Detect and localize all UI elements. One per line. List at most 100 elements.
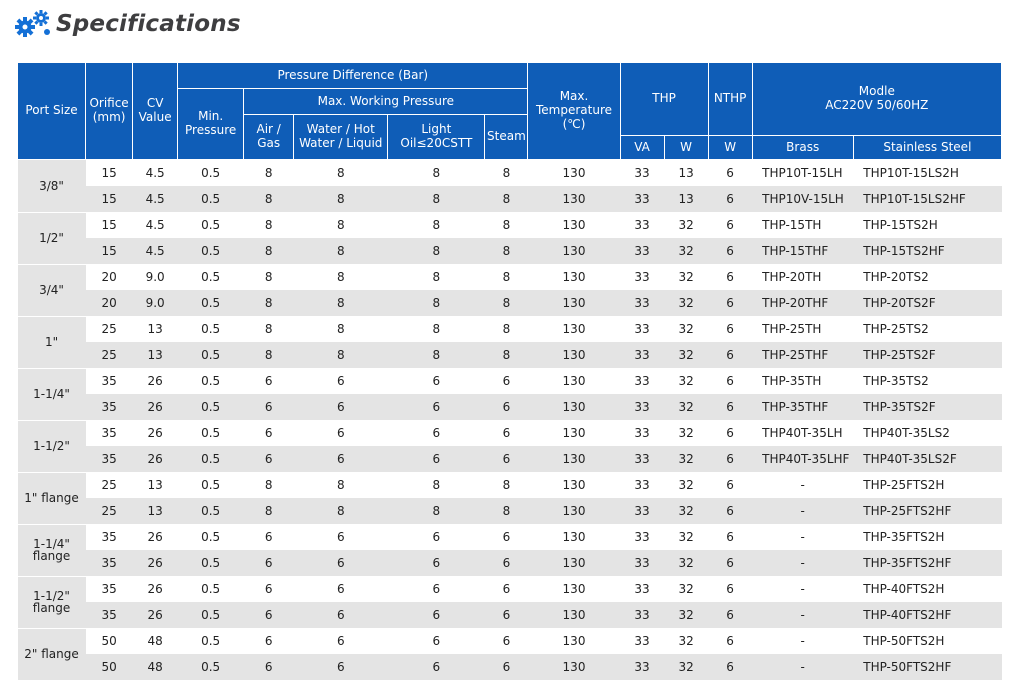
w-cell: 32 <box>664 654 709 680</box>
air-cell: 6 <box>243 368 294 394</box>
brass-cell: THP-35TH <box>752 368 854 394</box>
ss-cell: THP-20TS2 <box>853 264 1002 290</box>
table-row: 2" flange 50 48 0.5 6 6 6 6 130 33 32 6- THP-50FTS2H <box>17 628 1002 681</box>
ss-cell: THP-35FTS2HF <box>853 550 1002 576</box>
min-cell: 0.5 <box>177 186 244 212</box>
orifice-cell: 35 <box>85 446 133 472</box>
va-cell: 33 <box>620 212 665 238</box>
brass-cell: THP-15TH <box>752 212 854 238</box>
air-cell: 8 <box>243 472 294 498</box>
temp-cell: 130 <box>527 420 621 446</box>
header-thp: THP <box>619 62 709 136</box>
temp-cell: 130 <box>527 654 621 680</box>
nthp-cell: 6 <box>708 446 753 472</box>
air-cell: 6 <box>243 576 294 602</box>
orifice-cell: 35 <box>85 368 133 394</box>
page-title: Specifications <box>56 11 241 37</box>
header-modle-voltage: AC220V 50/60HZ <box>825 98 929 112</box>
temp-cell: 130 <box>527 264 621 290</box>
oil-cell: 6 <box>387 446 485 472</box>
steam-cell: 6 <box>484 550 528 576</box>
ss-cell: THP40T-35LS2 <box>853 420 1002 446</box>
port-size-cell: 2" flange <box>17 628 86 681</box>
ss-cell: THP-25TS2 <box>853 316 1002 342</box>
temp-cell: 130 <box>527 576 621 602</box>
header-water: Water / Hot Water / Liquid <box>293 114 389 160</box>
min-cell: 0.5 <box>177 420 244 446</box>
oil-cell: 6 <box>387 602 485 628</box>
cv-cell: 26 <box>132 446 178 472</box>
nthp-cell: 6 <box>708 394 753 420</box>
nthp-cell: 6 <box>708 342 753 368</box>
air-cell: 6 <box>243 654 294 680</box>
port-size-cell: 1" flange <box>17 472 86 525</box>
brass-cell: - <box>752 576 854 602</box>
orifice-cell: 50 <box>85 628 133 654</box>
brass-cell: THP-25THF <box>752 342 854 368</box>
nthp-cell: 6 <box>708 602 753 628</box>
w-cell: 32 <box>664 550 709 576</box>
water-cell: 6 <box>293 628 388 654</box>
orifice-cell: 20 <box>85 264 133 290</box>
orifice-cell: 25 <box>85 316 133 342</box>
orifice-cell: 35 <box>85 524 133 550</box>
air-cell: 6 <box>243 550 294 576</box>
ss-cell: THP-25FTS2H <box>853 472 1002 498</box>
brass-cell: THP-20TH <box>752 264 854 290</box>
nthp-cell: 6 <box>708 550 753 576</box>
nthp-cell: 6 <box>708 368 753 394</box>
table-row: 1" 25 13 0.5 8 8 8 8 130 33 32 6 THP-25TH THP-25TS2 <box>17 316 1002 369</box>
port-size-cell: 1/2" <box>17 212 86 265</box>
temp-cell: 130 <box>527 602 621 628</box>
va-cell: 33 <box>620 524 665 550</box>
w-cell: 32 <box>664 628 709 654</box>
ss-cell: THP-15TS2HF <box>853 238 1002 264</box>
brass-cell: - <box>752 550 854 576</box>
header-max-working-pressure: Max. Working Pressure <box>243 88 529 115</box>
va-cell: 33 <box>620 342 665 368</box>
steam-cell: 8 <box>484 316 528 342</box>
air-cell: 6 <box>243 628 294 654</box>
air-cell: 8 <box>243 159 294 186</box>
nthp-cell: 6 <box>708 186 753 212</box>
table-row: 20 9.0 0.5 8 8 8 8 130 33 32 6 THP-20THF THP-20TS2F <box>18 290 1002 316</box>
nthp-cell: 6 <box>708 498 753 524</box>
header-modle: Modle AC220V 50/60HZ <box>751 62 1003 136</box>
temp-cell: 130 <box>527 159 621 186</box>
temp-cell: 130 <box>527 524 621 550</box>
header-thp-va: VA <box>619 135 665 160</box>
oil-cell: 8 <box>387 316 485 342</box>
nthp-cell: 6 <box>708 316 753 342</box>
ss-cell: THP10T-15LS2H <box>853 159 1002 186</box>
va-cell: 33 <box>620 602 665 628</box>
cv-cell: 4.5 <box>132 186 178 212</box>
ss-cell: THP-35TS2F <box>853 394 1002 420</box>
brass-cell: THP-20THF <box>752 290 854 316</box>
min-cell: 0.5 <box>177 238 244 264</box>
ss-cell: THP-35FTS2H <box>853 524 1002 550</box>
brass-cell: THP-35THF <box>752 394 854 420</box>
steam-cell: 6 <box>484 446 528 472</box>
w-cell: 32 <box>664 420 709 446</box>
nthp-cell: 6 <box>708 654 753 680</box>
va-cell: 33 <box>620 368 665 394</box>
cv-cell: 4.5 <box>132 212 178 238</box>
table-row: 50 48 0.5 6 6 6 6 130 33 32 6- THP-50FTS2HF <box>18 654 1002 680</box>
w-cell: 32 <box>664 472 709 498</box>
oil-cell: 8 <box>387 290 485 316</box>
cv-cell: 26 <box>132 524 178 550</box>
temp-cell: 130 <box>527 342 621 368</box>
water-cell: 8 <box>293 316 388 342</box>
water-cell: 6 <box>293 394 388 420</box>
header-max-temperature: Max. Temperature (℃) <box>527 62 621 160</box>
port-size-cell: 1-1/2" <box>17 420 86 473</box>
brass-cell: THP10T-15LH <box>752 159 854 186</box>
va-cell: 33 <box>620 576 665 602</box>
brass-cell: THP40T-35LHF <box>752 446 854 472</box>
steam-cell: 8 <box>484 498 528 524</box>
water-cell: 6 <box>293 368 388 394</box>
temp-cell: 130 <box>527 290 621 316</box>
steam-cell: 6 <box>484 602 528 628</box>
water-cell: 8 <box>293 472 388 498</box>
header-nthp: NTHP <box>707 62 753 136</box>
